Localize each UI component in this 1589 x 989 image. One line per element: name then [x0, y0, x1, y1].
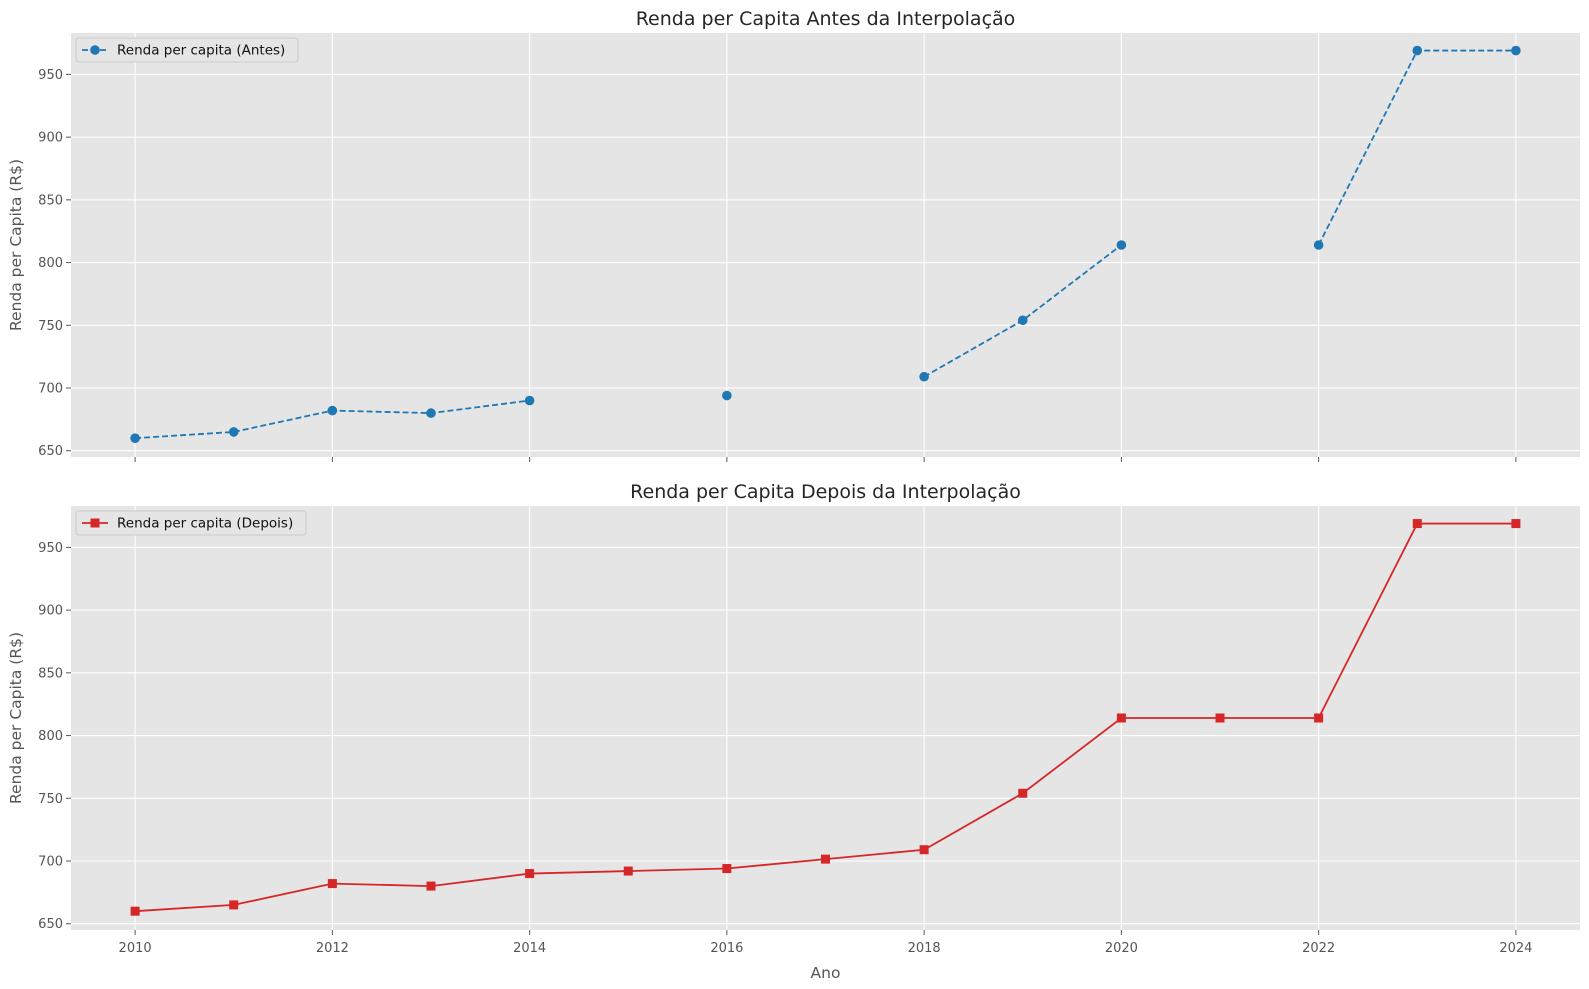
data-point	[1511, 519, 1521, 529]
y-tick-label: 850	[38, 193, 63, 208]
y-axis-label: Renda per Capita (R$)	[7, 159, 25, 331]
y-tick-label: 900	[38, 604, 63, 619]
data-point	[722, 390, 732, 401]
series-1	[130, 45, 1521, 443]
data-point	[1018, 788, 1028, 798]
data-point	[821, 854, 830, 864]
legend: Renda per capita (Depois)	[75, 510, 307, 536]
legend-label: Renda per capita (Antes)	[117, 43, 285, 59]
chart-title: Renda per Capita Depois da Interpolação	[630, 481, 1021, 503]
y-tick-label: 900	[38, 131, 63, 146]
y-axis-label: Renda per Capita (R$)	[7, 632, 25, 804]
data-point	[426, 881, 436, 891]
data-point	[327, 405, 338, 416]
data-point	[623, 866, 633, 876]
y-tick-label: 700	[38, 855, 63, 870]
data-point	[1017, 315, 1028, 326]
data-point	[229, 900, 239, 910]
series-2	[130, 519, 1521, 916]
x-tick-label: 2022	[1302, 941, 1335, 956]
data-point	[130, 433, 140, 443]
y-tick-label: 650	[38, 444, 63, 459]
data-point	[1215, 713, 1225, 723]
y-tick-label: 950	[38, 541, 63, 556]
data-point	[1116, 713, 1126, 723]
x-axis-label: Ano	[811, 964, 841, 982]
legend: Renda per capita (Antes)	[75, 37, 299, 63]
x-tick-label: 2024	[1499, 941, 1532, 956]
y-tick-label: 700	[38, 382, 63, 397]
y-tick-label: 750	[38, 792, 63, 807]
plot-area	[71, 33, 1580, 457]
x-tick-label: 2014	[513, 941, 546, 956]
x-tick-label: 2010	[119, 941, 152, 956]
legend-label: Renda per capita (Depois)	[117, 516, 293, 532]
y-tick-label: 800	[38, 729, 63, 744]
y-tick-label: 850	[38, 666, 63, 681]
x-tick-label: 2018	[908, 941, 941, 956]
chart-title: Renda per Capita Antes da Interpolação	[636, 8, 1016, 30]
data-point	[426, 408, 436, 418]
data-point	[1511, 45, 1521, 56]
data-point	[1313, 240, 1324, 250]
legend-marker	[90, 518, 100, 528]
data-point	[130, 906, 140, 916]
x-tick-label: 2020	[1105, 941, 1138, 956]
data-point	[722, 864, 732, 874]
chart-panel-2: 2010 2012 2014 2016 2018 2020 2022 2024 650 700 75…	[7, 481, 1580, 982]
data-point	[327, 879, 337, 889]
plot-area	[71, 506, 1580, 930]
data-point	[1412, 519, 1422, 529]
data-point	[1314, 713, 1324, 723]
legend-box	[75, 37, 299, 63]
legend-box	[75, 510, 307, 536]
data-point	[524, 395, 535, 406]
y-tick-label: 950	[38, 68, 63, 83]
x-tick-label: 2016	[710, 941, 743, 956]
y-tick-label: 800	[38, 256, 63, 271]
data-point	[1116, 240, 1127, 250]
data-point	[919, 845, 929, 855]
data-point	[228, 427, 239, 437]
data-point	[525, 869, 535, 879]
data-point	[919, 371, 929, 382]
legend-marker	[90, 45, 100, 55]
y-tick-label: 750	[38, 319, 63, 334]
data-point	[1412, 45, 1423, 56]
x-tick-label: 2012	[316, 941, 349, 956]
chart-panel-1: 650 700 750 800 850 900 950 Renda per Capita An…	[7, 8, 1580, 462]
y-tick-label: 650	[38, 917, 63, 932]
